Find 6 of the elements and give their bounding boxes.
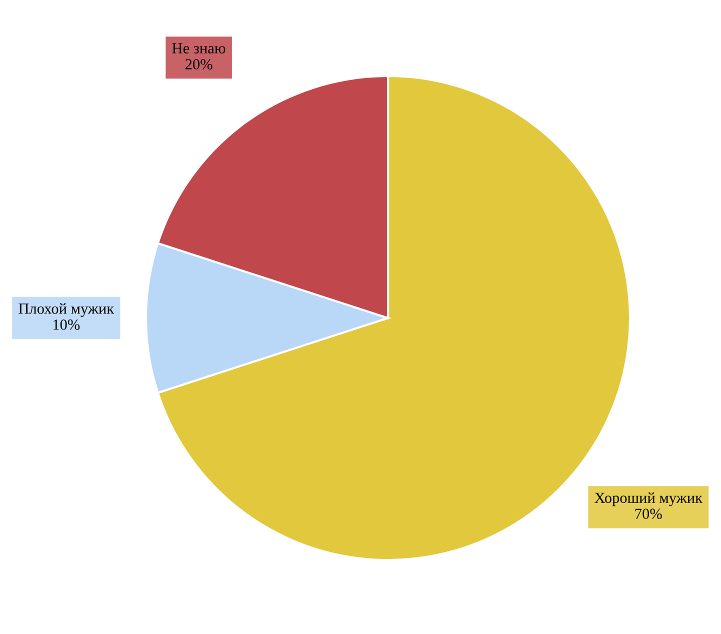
data-label: 70% [635, 508, 662, 520]
slice-label: Не знаю [172, 43, 226, 54]
slice-label: Плохой мужик [18, 303, 114, 317]
slice-label: Хороший мужик [594, 492, 702, 506]
data-label: 20% [185, 59, 212, 70]
data-label: 10% [53, 320, 80, 330]
